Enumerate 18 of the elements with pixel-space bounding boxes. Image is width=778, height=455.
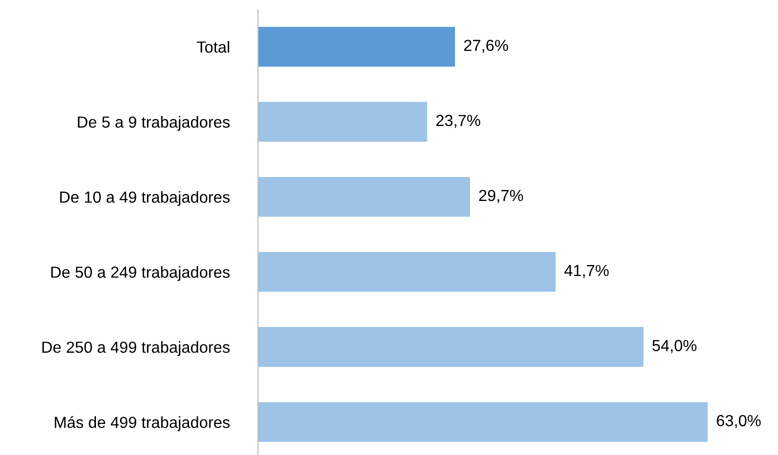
bar	[258, 102, 428, 142]
data-label: 54,0%	[652, 340, 697, 354]
data-label: 27,6%	[464, 40, 508, 53]
bar	[258, 327, 644, 367]
y-tick-label: De 5 a 9 trabajadores	[78, 116, 230, 131]
y-tick-label: De 10 a 49 trabajadores	[60, 191, 230, 206]
y-tick-label: De 50 a 249 trabajadores	[51, 266, 230, 281]
y-tick-label: Total	[196, 40, 230, 53]
bar	[258, 26, 456, 67]
data-label: 41,7%	[564, 264, 609, 278]
y-tick-label: De 250 a 499 trabajadores	[42, 341, 230, 356]
bar	[258, 176, 470, 217]
data-label: 29,7%	[479, 190, 524, 204]
data-label: 23,7%	[436, 114, 480, 128]
y-tick-label: Más de 499 trabajadores	[54, 416, 230, 432]
bar	[258, 402, 708, 442]
data-label: 63,0%	[716, 414, 761, 428]
bar	[258, 252, 556, 292]
